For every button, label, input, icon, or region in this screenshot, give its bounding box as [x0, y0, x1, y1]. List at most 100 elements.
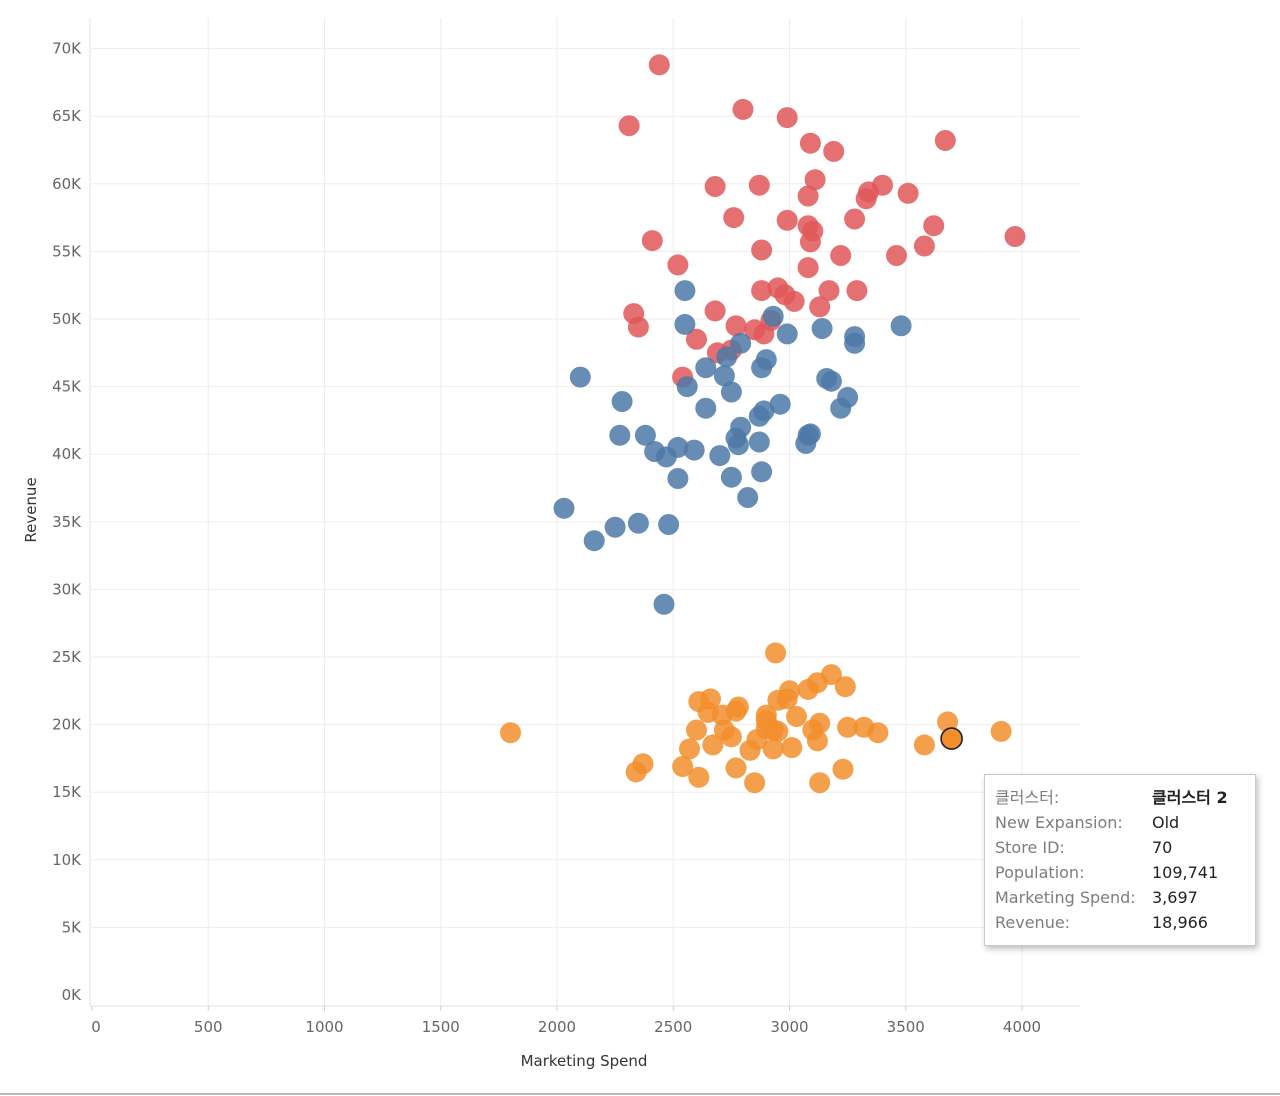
highlighted-data-point[interactable] [940, 727, 963, 750]
data-point[interactable] [704, 300, 726, 322]
data-point[interactable] [611, 391, 633, 412]
data-point[interactable] [844, 208, 866, 230]
data-point[interactable] [809, 296, 831, 318]
data-point[interactable] [655, 446, 677, 468]
data-point[interactable] [704, 176, 726, 197]
data-point[interactable] [799, 231, 821, 253]
data-point[interactable] [720, 381, 742, 403]
data-point[interactable] [820, 370, 842, 392]
data-point[interactable] [897, 182, 919, 204]
data-point[interactable] [634, 424, 656, 446]
data-point[interactable] [753, 400, 775, 422]
data-point[interactable] [776, 209, 798, 231]
data-point[interactable] [797, 257, 819, 279]
data-point[interactable] [832, 758, 854, 780]
data-point[interactable] [1004, 226, 1026, 247]
data-point[interactable] [811, 318, 833, 339]
data-point[interactable] [818, 280, 840, 302]
data-point[interactable] [720, 466, 742, 488]
data-point[interactable] [809, 772, 831, 794]
data-point[interactable] [688, 766, 710, 788]
data-point[interactable] [751, 357, 773, 379]
data-point[interactable] [618, 115, 640, 137]
data-point[interactable] [609, 424, 631, 446]
data-point[interactable] [716, 346, 738, 368]
data-point[interactable] [748, 431, 770, 453]
data-point[interactable] [727, 434, 749, 456]
data-point[interactable] [765, 642, 787, 664]
data-point[interactable] [804, 169, 826, 191]
data-point[interactable] [855, 188, 877, 210]
data-point[interactable] [667, 468, 689, 489]
data-point[interactable] [937, 711, 959, 733]
data-point[interactable] [672, 756, 694, 777]
data-point[interactable] [713, 365, 735, 387]
data-point[interactable] [783, 290, 805, 312]
data-point[interactable] [867, 722, 889, 744]
data-point[interactable] [776, 323, 798, 345]
data-point[interactable] [990, 720, 1012, 742]
data-point[interactable] [702, 734, 724, 756]
data-point[interactable] [676, 376, 698, 398]
data-point[interactable] [823, 140, 845, 162]
data-point[interactable] [695, 357, 717, 379]
data-point[interactable] [913, 235, 935, 257]
data-point[interactable] [830, 397, 852, 419]
data-point[interactable] [686, 328, 707, 350]
data-point[interactable] [720, 726, 742, 748]
data-point[interactable] [641, 230, 663, 252]
data-point[interactable] [923, 215, 945, 237]
data-point[interactable] [723, 207, 745, 229]
data-point[interactable] [737, 487, 759, 508]
data-point[interactable] [674, 313, 696, 335]
data-point[interactable] [795, 432, 817, 454]
data-point[interactable] [762, 305, 784, 327]
data-point[interactable] [695, 397, 717, 419]
data-point[interactable] [751, 461, 773, 483]
data-point[interactable] [667, 254, 689, 276]
data-point[interactable] [769, 393, 791, 415]
data-point[interactable] [846, 280, 868, 302]
data-point[interactable] [583, 530, 605, 552]
data-point[interactable] [709, 445, 731, 467]
data-point[interactable] [739, 739, 761, 761]
data-point[interactable] [730, 332, 752, 354]
data-point[interactable] [674, 280, 696, 302]
data-point[interactable] [683, 439, 705, 461]
data-point[interactable] [830, 245, 852, 266]
data-point[interactable] [890, 315, 912, 337]
data-point[interactable] [834, 676, 856, 698]
data-point[interactable] [569, 366, 591, 388]
data-point[interactable] [725, 757, 747, 779]
data-point[interactable] [786, 706, 807, 727]
data-point[interactable] [872, 174, 893, 196]
data-point[interactable] [679, 738, 700, 760]
data-point[interactable] [767, 720, 789, 742]
data-point[interactable] [725, 315, 747, 337]
data-point[interactable] [625, 761, 647, 783]
data-points[interactable] [500, 54, 1026, 794]
data-point[interactable] [748, 174, 770, 196]
data-point[interactable] [744, 772, 766, 794]
data-point[interactable] [553, 497, 575, 519]
data-point[interactable] [797, 678, 819, 700]
data-point[interactable] [799, 132, 821, 154]
data-point[interactable] [797, 185, 819, 207]
data-point[interactable] [627, 316, 649, 338]
data-point[interactable] [762, 738, 784, 760]
data-point[interactable] [648, 54, 670, 76]
data-point[interactable] [751, 239, 773, 261]
data-point[interactable] [934, 130, 956, 151]
data-point[interactable] [781, 737, 803, 759]
data-point[interactable] [776, 107, 798, 129]
data-point[interactable] [658, 514, 680, 535]
data-point[interactable] [751, 280, 773, 302]
data-point[interactable] [653, 593, 675, 615]
data-point[interactable] [844, 332, 866, 354]
data-point[interactable] [500, 722, 521, 744]
data-point[interactable] [753, 323, 775, 345]
data-point[interactable] [732, 98, 754, 120]
data-point[interactable] [886, 245, 907, 266]
data-point[interactable] [806, 730, 828, 752]
data-point[interactable] [604, 516, 626, 538]
